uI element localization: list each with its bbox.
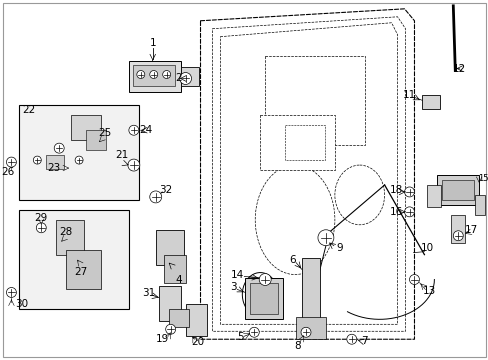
Bar	[245, 278, 283, 319]
Circle shape	[404, 187, 414, 197]
Circle shape	[6, 157, 17, 167]
Text: 4: 4	[175, 275, 182, 284]
Text: 31: 31	[142, 288, 155, 298]
Text: 17: 17	[464, 225, 477, 235]
Bar	[450, 215, 464, 243]
Bar	[129, 60, 180, 93]
Text: 9: 9	[336, 243, 343, 253]
Bar	[295, 317, 325, 339]
Text: 3: 3	[229, 283, 236, 292]
Text: 29: 29	[35, 213, 48, 223]
Bar	[185, 305, 207, 336]
Bar	[56, 220, 84, 255]
Text: 11: 11	[402, 90, 415, 100]
Text: 23: 23	[47, 163, 61, 173]
Bar	[250, 283, 278, 314]
Bar	[436, 175, 478, 205]
Circle shape	[408, 275, 419, 284]
Bar	[180, 67, 198, 86]
Text: 19: 19	[156, 334, 169, 344]
Text: 26: 26	[1, 167, 14, 177]
Circle shape	[127, 159, 140, 171]
Circle shape	[301, 327, 310, 337]
Text: 2: 2	[175, 73, 182, 84]
Circle shape	[137, 71, 144, 78]
Circle shape	[179, 72, 191, 85]
Text: 28: 28	[60, 227, 73, 237]
Circle shape	[165, 324, 175, 334]
Text: 7: 7	[361, 336, 367, 346]
Bar	[427, 185, 441, 207]
Circle shape	[33, 156, 41, 164]
Text: 20: 20	[191, 337, 203, 347]
Text: 12: 12	[452, 63, 465, 73]
Text: 13: 13	[422, 287, 435, 297]
Text: 10: 10	[420, 243, 433, 253]
Text: 15: 15	[477, 174, 488, 183]
Circle shape	[149, 71, 158, 78]
Bar	[260, 115, 334, 170]
Circle shape	[404, 207, 414, 217]
Circle shape	[249, 327, 259, 337]
Bar	[133, 64, 174, 86]
Bar	[422, 95, 440, 109]
Bar	[71, 115, 101, 140]
Bar	[264, 55, 364, 145]
Text: 21: 21	[115, 150, 128, 160]
Circle shape	[129, 125, 139, 135]
Bar	[66, 250, 101, 289]
Bar	[168, 309, 188, 327]
Text: 8: 8	[294, 341, 301, 351]
Circle shape	[149, 191, 162, 203]
Text: 5: 5	[237, 332, 243, 342]
Bar	[474, 195, 484, 215]
Text: 25: 25	[98, 128, 111, 138]
Text: 30: 30	[15, 300, 28, 309]
Circle shape	[6, 288, 17, 297]
Bar	[86, 130, 106, 150]
Bar	[46, 155, 64, 169]
Circle shape	[54, 143, 64, 153]
Text: 18: 18	[389, 185, 403, 195]
Text: 16: 16	[389, 207, 403, 217]
Text: 1: 1	[149, 38, 156, 48]
Bar	[20, 210, 129, 309]
Bar	[285, 125, 324, 160]
Bar	[159, 287, 180, 321]
Circle shape	[452, 231, 462, 241]
Ellipse shape	[334, 165, 384, 225]
Circle shape	[163, 71, 170, 78]
Bar	[20, 105, 139, 200]
Text: 24: 24	[139, 125, 152, 135]
Text: 27: 27	[74, 266, 87, 276]
Circle shape	[259, 274, 271, 285]
Bar	[442, 180, 473, 200]
Circle shape	[36, 223, 46, 233]
Circle shape	[317, 230, 333, 246]
Bar	[155, 230, 183, 265]
Circle shape	[346, 334, 356, 344]
Ellipse shape	[255, 165, 334, 275]
Text: 14: 14	[230, 270, 244, 280]
Bar	[163, 255, 185, 283]
Text: 22: 22	[22, 105, 36, 115]
Circle shape	[75, 156, 83, 164]
Text: 6: 6	[288, 255, 295, 265]
Bar	[302, 258, 319, 327]
Text: 32: 32	[159, 185, 172, 195]
